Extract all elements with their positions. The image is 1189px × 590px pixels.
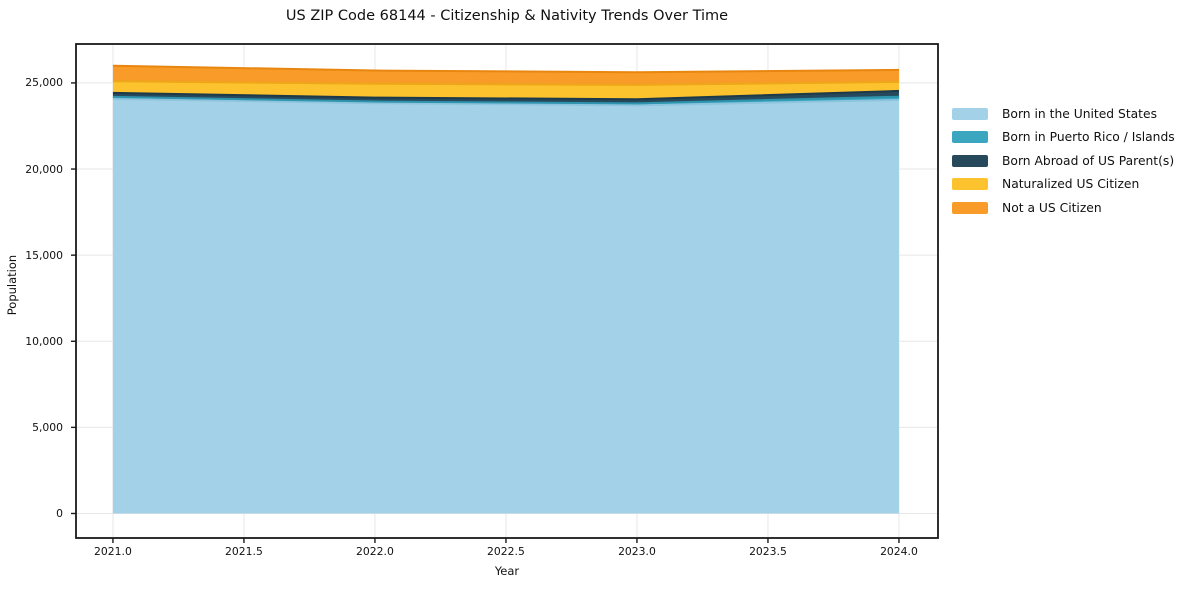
y-tick-label: 10,000 <box>25 334 63 348</box>
area-edge-not-a-us-citizen <box>112 64 899 74</box>
x-tick-label: 2021.5 <box>225 545 263 558</box>
x-tick-label: 2021.0 <box>94 545 132 558</box>
legend-item: Born in Puerto Rico / Islands <box>952 126 1175 150</box>
y-tick-label: 15,000 <box>25 248 63 262</box>
legend-swatch <box>952 107 988 120</box>
x-tick-label: 2022.5 <box>487 545 525 558</box>
legend-label: Naturalized US Citizen <box>1002 177 1140 192</box>
x-tick-label: 2024.0 <box>880 545 918 558</box>
x-tick-label: 2023.5 <box>749 545 787 558</box>
x-tick-label: 2023.0 <box>618 545 656 558</box>
x-tick-label: 2022.0 <box>356 545 394 558</box>
legend-label: Not a US Citizen <box>1002 200 1102 215</box>
legend-label: Born in the United States <box>1002 106 1157 121</box>
area-edge-born-abroad-of-us-parent-s- <box>112 89 899 101</box>
legend-swatch <box>952 201 988 214</box>
area-edge-naturalized-us-citizen <box>112 80 899 86</box>
area-born-in-the-united-states <box>112 98 899 514</box>
legend: Born in the United States Born in Puerto … <box>952 102 1175 220</box>
y-tick-label: 0 <box>56 506 63 520</box>
y-tick-label: 25,000 <box>25 76 63 90</box>
area-naturalized-us-citizen <box>112 81 899 100</box>
legend-label: Born in Puerto Rico / Islands <box>1002 130 1175 145</box>
plot-border <box>75 43 939 539</box>
area-edge-born-in-puerto-rico-islands <box>112 95 899 105</box>
y-tick-label: 5,000 <box>32 420 63 434</box>
legend-swatch <box>952 131 988 144</box>
x-axis-label: Year <box>494 564 520 578</box>
legend-item: Born Abroad of US Parent(s) <box>952 149 1175 173</box>
legend-label: Born Abroad of US Parent(s) <box>1002 153 1175 168</box>
y-tick-label: 20,000 <box>25 162 63 176</box>
area-edge-born-in-the-united-states <box>112 97 899 107</box>
legend-swatch <box>952 154 988 167</box>
legend-item: Not a US Citizen <box>952 196 1175 220</box>
chart-title: US ZIP Code 68144 - Citizenship & Nativi… <box>285 8 729 24</box>
legend-item: Naturalized US Citizen <box>952 173 1175 197</box>
area-not-a-us-citizen <box>112 65 899 85</box>
legend-item: Born in the United States <box>952 102 1175 126</box>
legend-swatch <box>952 178 988 191</box>
y-axis-label: Population <box>5 254 19 316</box>
